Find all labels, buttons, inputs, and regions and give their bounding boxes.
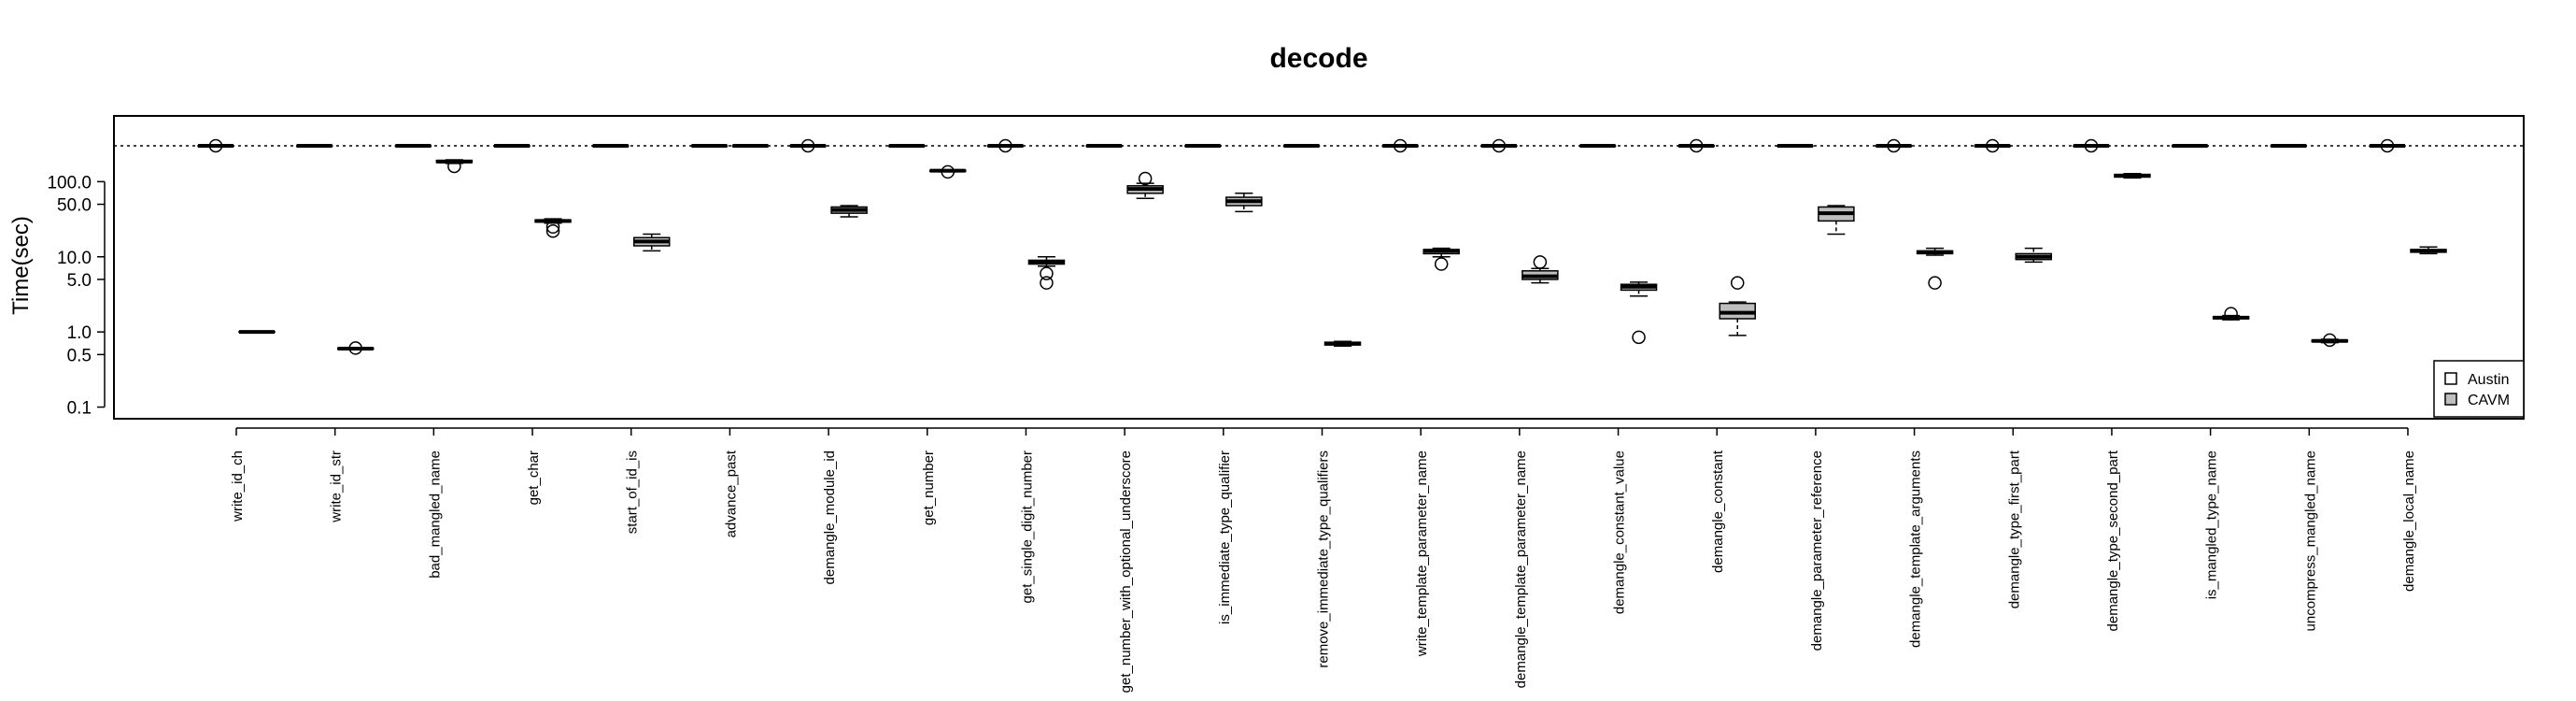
box-group-demangle-type-first-part bbox=[1974, 138, 2053, 264]
box-group-demangle-template-parameter-name bbox=[1480, 138, 1559, 284]
y-tick-label: 100.0 bbox=[47, 173, 92, 193]
y-tick-label: 5.0 bbox=[67, 271, 92, 291]
cavm-outlier bbox=[2323, 333, 2337, 348]
x-tick-label: bad_mangled_name bbox=[427, 451, 443, 579]
chart-title: decode bbox=[1269, 43, 1367, 74]
x-tick-label: remove_immediate_type_qualifiers bbox=[1316, 451, 1332, 668]
austin-outlier bbox=[1492, 138, 1507, 153]
x-tick-label: write_id_ch bbox=[230, 451, 246, 522]
box-group-advance-past bbox=[690, 143, 770, 148]
box-group-write-id-ch bbox=[197, 138, 276, 335]
x-tick-label: demangle_type_first_part bbox=[2006, 450, 2022, 608]
x-tick-label: get_number bbox=[921, 451, 937, 525]
austin-outlier bbox=[208, 138, 223, 153]
box-group-remove-immediate-type-qualifiers bbox=[1282, 143, 1362, 347]
cavm-outlier bbox=[545, 223, 560, 238]
austin-outlier bbox=[2380, 138, 2395, 153]
x-tick-label: write_template_parameter_name bbox=[1414, 451, 1430, 657]
cavm-outlier bbox=[1138, 171, 1153, 186]
box-group-demangle-type-second-part bbox=[2073, 138, 2151, 179]
y-tick-label: 1.0 bbox=[67, 323, 92, 343]
x-tick-label: demangle_constant_value bbox=[1612, 451, 1628, 614]
box-group-demangle-constant bbox=[1677, 138, 1756, 336]
cavm-outlier bbox=[1040, 276, 1054, 290]
cavm-outlier bbox=[1434, 257, 1449, 271]
legend-label-cavm: CAVM bbox=[2468, 393, 2510, 408]
box-group-uncompress-mangled-name bbox=[2270, 143, 2349, 348]
box-group-get-number-with-optional-underscore bbox=[1085, 143, 1164, 199]
x-tick-label: write_id_str bbox=[329, 451, 345, 523]
cavm-outlier bbox=[447, 159, 461, 174]
box-group-bad-mangled-name bbox=[394, 143, 474, 174]
austin-outlier bbox=[2084, 138, 2099, 153]
box-group-demangle-local-name bbox=[2369, 138, 2447, 255]
austin-outlier bbox=[1689, 138, 1704, 153]
legend-label-austin: Austin bbox=[2468, 372, 2509, 388]
box-group-is-immediate-type-qualifier bbox=[1184, 143, 1263, 213]
y-axis: 0.1 0.5 1.0 5.0 10.0 50.0 100.0 bbox=[47, 173, 106, 419]
cavm-outlier bbox=[1533, 255, 1548, 269]
austin-outlier bbox=[998, 138, 1012, 153]
austin-outlier bbox=[1887, 138, 1901, 153]
x-tick-label: start_of_id_is bbox=[625, 451, 641, 534]
box-group-write-id-str bbox=[295, 143, 375, 355]
x-tick-label: demangle_local_name bbox=[2401, 451, 2417, 592]
x-tick-label: demangle_constant bbox=[1710, 450, 1726, 573]
y-tick-label: 0.5 bbox=[67, 346, 92, 365]
box-group-get-char bbox=[493, 143, 572, 238]
box-group-start-of-id-is bbox=[591, 143, 671, 252]
x-tick-label: get_single_digit_number bbox=[1019, 451, 1035, 603]
cavm-outlier bbox=[545, 220, 560, 235]
box-group-write-template-parameter-name bbox=[1381, 138, 1460, 271]
x-tick-label: is_immediate_type_qualifier bbox=[1217, 451, 1233, 624]
cavm-outlier bbox=[1928, 276, 1942, 290]
legend-swatch-austin bbox=[2444, 372, 2457, 385]
x-tick-label: get_number_with_optional_underscore bbox=[1118, 451, 1134, 693]
cavm-outlier bbox=[941, 165, 955, 179]
y-tick-label: 0.1 bbox=[67, 399, 92, 419]
box-group-is-mangled-type-name bbox=[2171, 143, 2250, 321]
austin-outlier bbox=[1986, 138, 2000, 153]
box-group-demangle-module-id bbox=[789, 138, 868, 218]
x-tick-label: demangle_type_second_part bbox=[2105, 450, 2121, 631]
x-tick-label: demangle_module_id bbox=[822, 451, 838, 584]
x-axis: write_id_ch write_id_str bad_mangled_name g… bbox=[230, 427, 2417, 693]
cavm-outlier bbox=[2224, 307, 2238, 321]
x-tick-label: demangle_parameter_reference bbox=[1809, 451, 1825, 651]
box-group-demangle-constant-value bbox=[1578, 143, 1658, 345]
cavm-outlier bbox=[1632, 330, 1646, 345]
box-group-get-single-digit-number bbox=[986, 138, 1066, 290]
cavm-outlier bbox=[348, 341, 362, 355]
y-tick-label: 10.0 bbox=[57, 249, 92, 268]
legend-frame bbox=[2433, 360, 2525, 418]
boxes bbox=[197, 138, 2447, 355]
y-axis-label: Time(sec) bbox=[8, 216, 34, 315]
austin-outlier bbox=[1393, 138, 1408, 153]
x-tick-label: uncompress_mangled_name bbox=[2302, 451, 2318, 631]
box-group-get-number bbox=[888, 143, 967, 179]
legend-swatch-cavm bbox=[2444, 393, 2457, 406]
cavm-outlier bbox=[1040, 266, 1054, 280]
austin-outlier bbox=[800, 138, 815, 153]
y-tick-label: 50.0 bbox=[57, 196, 92, 216]
legend: Austin CAVM bbox=[2433, 360, 2525, 418]
x-tick-label: advance_past bbox=[723, 450, 739, 537]
box-group-demangle-parameter-reference bbox=[1776, 143, 1855, 236]
x-tick-label: demangle_template_arguments bbox=[1908, 451, 1924, 648]
x-tick-label: get_char bbox=[526, 451, 542, 505]
box-group-demangle-template-arguments bbox=[1875, 138, 1954, 290]
plot-frame bbox=[113, 115, 2525, 420]
x-tick-label: is_mangled_type_name bbox=[2204, 451, 2220, 599]
cavm-outlier bbox=[1730, 276, 1745, 290]
x-tick-label: demangle_template_parameter_name bbox=[1513, 451, 1529, 688]
